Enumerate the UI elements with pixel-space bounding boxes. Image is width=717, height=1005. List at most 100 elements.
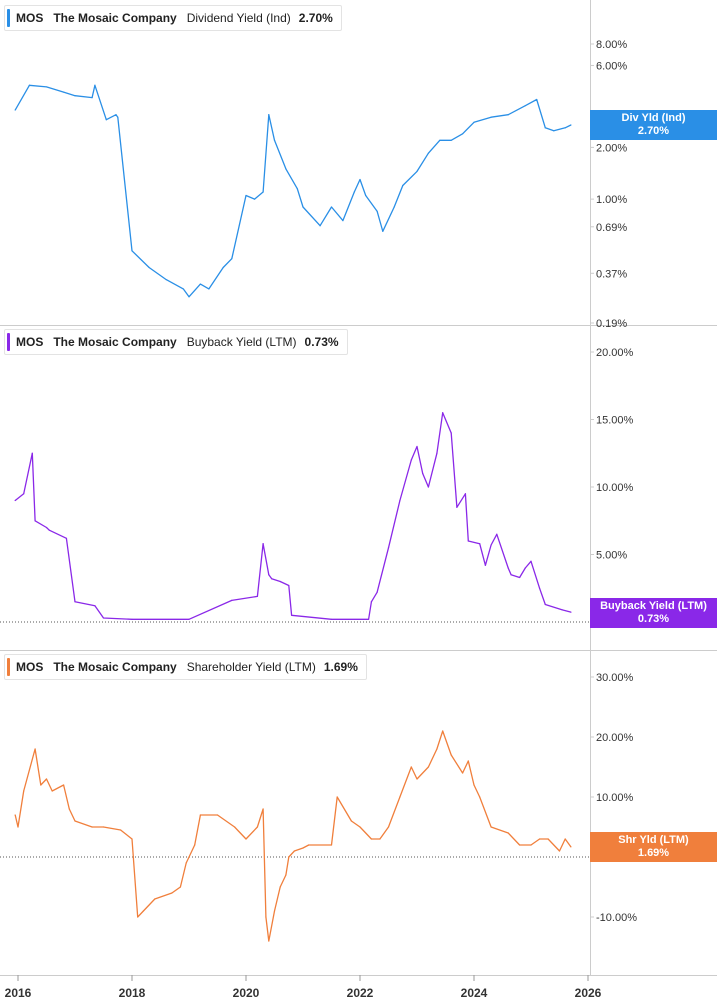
series-line (14, 84, 572, 298)
data-point (117, 116, 119, 118)
legend-company: The Mosaic Company (53, 335, 177, 349)
y-tick-label: 20.00% (596, 732, 634, 744)
data-point (14, 499, 16, 502)
data-point (262, 543, 264, 545)
data-point (94, 605, 96, 607)
data-point (273, 910, 276, 912)
data-point (416, 445, 418, 448)
data-point (94, 84, 96, 86)
data-point (479, 796, 481, 798)
value-badge-shareholder: Shr Yld (LTM) 1.69% (590, 832, 717, 862)
data-point (564, 127, 566, 129)
data-point (353, 191, 355, 193)
data-point (467, 540, 469, 542)
data-point (256, 826, 258, 828)
data-point (63, 784, 65, 786)
data-point (14, 814, 16, 816)
data-point (519, 576, 521, 579)
legend-metric: Dividend Yield (Ind) (186, 11, 291, 25)
data-point (262, 191, 264, 193)
data-point (490, 116, 492, 118)
data-point (402, 184, 404, 187)
y-tick-label: 8.00% (596, 39, 627, 51)
data-point (231, 599, 233, 602)
legend-dividend: MOS The Mosaic Company Dividend Yield (I… (4, 5, 342, 31)
data-point (48, 529, 50, 531)
series-color-swatch (7, 9, 10, 27)
data-point (387, 826, 390, 828)
data-point (115, 114, 117, 116)
data-point (74, 95, 76, 97)
legend-value: 1.69% (323, 660, 358, 674)
data-point (288, 856, 290, 858)
legend-value: 2.70% (298, 11, 333, 25)
data-point (285, 874, 287, 876)
data-point (74, 601, 76, 603)
data-point (544, 127, 546, 129)
data-point (422, 472, 424, 475)
data-point (182, 288, 184, 290)
data-point (365, 194, 367, 197)
data-point (558, 850, 561, 852)
data-point (245, 838, 247, 840)
series-line (14, 412, 572, 620)
data-point (222, 266, 224, 269)
y-tick-label: 30.00% (596, 672, 634, 684)
data-point (536, 98, 538, 101)
data-point (473, 121, 475, 123)
data-point (379, 838, 381, 840)
data-point (302, 847, 304, 849)
data-point (293, 850, 296, 852)
data-point (120, 829, 122, 831)
legend-ticker: MOS (16, 660, 44, 674)
badge-value: 1.69% (637, 847, 670, 859)
data-point (464, 493, 467, 495)
data-point (367, 618, 370, 620)
data-point (427, 486, 429, 488)
data-point (45, 86, 48, 88)
data-point (279, 580, 281, 583)
data-point (234, 826, 236, 828)
data-point (553, 130, 555, 132)
legend-ticker: MOS (16, 11, 44, 25)
data-point (194, 844, 196, 846)
data-point (456, 506, 458, 508)
data-point (91, 826, 93, 828)
badge-value: 0.73% (637, 613, 670, 625)
data-point (450, 139, 452, 141)
data-point (330, 844, 333, 846)
data-point (507, 114, 509, 116)
data-point (208, 288, 210, 290)
y-tick-label: 0.19% (596, 318, 627, 330)
legend-metric: Shareholder Yield (LTM) (186, 660, 316, 674)
data-point (393, 206, 395, 208)
data-point (473, 784, 475, 786)
data-point (131, 838, 133, 840)
data-point (291, 614, 293, 616)
data-point (171, 892, 173, 894)
data-point (330, 618, 333, 620)
y-tick-label: 5.00% (596, 550, 627, 562)
data-point (65, 537, 68, 539)
data-point (519, 844, 521, 846)
y-tick-label: 2.00% (596, 142, 627, 154)
x-tick-label: 2024 (461, 986, 488, 1000)
data-point (268, 940, 270, 942)
data-point (484, 564, 486, 566)
data-point (23, 790, 25, 792)
data-point (462, 772, 464, 774)
data-point (68, 808, 70, 810)
data-point (142, 910, 144, 912)
badge-label: Shr Yld (LTM) (618, 834, 689, 846)
data-point (40, 784, 42, 786)
x-tick-label: 2026 (575, 986, 602, 1000)
data-point (538, 838, 541, 840)
data-point (399, 796, 401, 798)
legend-shareholder: MOS The Mosaic Company Shareholder Yield… (4, 654, 367, 680)
data-point (131, 250, 133, 252)
data-point (45, 778, 48, 780)
data-point (231, 258, 233, 260)
data-point (530, 844, 532, 846)
data-point (105, 119, 107, 121)
data-point (302, 206, 304, 208)
